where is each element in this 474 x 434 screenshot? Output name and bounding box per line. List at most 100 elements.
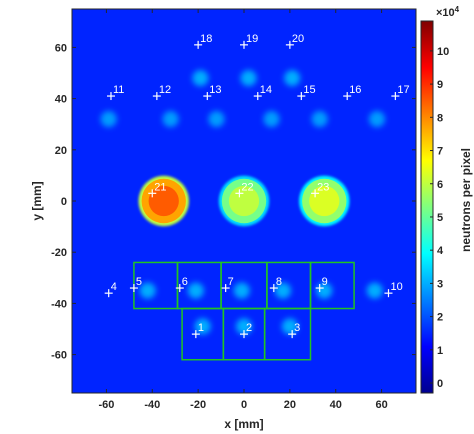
marker-label-23: 23 (317, 181, 329, 193)
colorbar-tick-label: 1 (437, 345, 443, 357)
marker-label-5: 5 (136, 276, 142, 288)
roi-box-5 (309, 261, 355, 310)
colorbar-tick-label: 0 (437, 378, 443, 390)
marker-10: 10 (384, 281, 403, 298)
y-tick-label: -20 (51, 247, 67, 259)
marker-18: 18 (194, 33, 212, 49)
marker-label-14: 14 (260, 84, 272, 96)
marker-7: 7 (221, 276, 234, 293)
y-tick-label: -40 (51, 298, 67, 310)
marker-20: 20 (285, 33, 304, 49)
x-tick-label: 40 (330, 399, 342, 411)
marker-label-9: 9 (322, 276, 328, 288)
marker-label-21: 21 (154, 181, 166, 193)
colorbar-label: neutrons per pixel (459, 148, 473, 252)
marker-label-15: 15 (303, 84, 315, 96)
spot-15 (368, 111, 386, 128)
spot-4 (274, 282, 292, 299)
roi-box-8 (263, 307, 312, 361)
marker-label-7: 7 (228, 276, 234, 288)
marker-16: 16 (343, 84, 361, 101)
marker-label-10: 10 (390, 281, 402, 293)
marker-label-4: 4 (111, 281, 117, 293)
marker-12: 12 (152, 84, 171, 101)
marker-19: 19 (240, 33, 258, 49)
y-tick-label: 60 (55, 42, 67, 54)
spot-7 (194, 318, 211, 335)
colorbar-tick-label: 9 (437, 79, 443, 91)
marker-label-2: 2 (246, 322, 252, 334)
colorbar-tick-label: 8 (437, 112, 443, 124)
spot-3 (233, 282, 250, 299)
marker-23: 23 (311, 181, 329, 198)
marker-label-19: 19 (246, 33, 258, 45)
spot-16 (192, 70, 209, 87)
x-tick-label: 0 (241, 399, 247, 411)
marker-14: 14 (253, 84, 272, 101)
marker-label-3: 3 (294, 322, 300, 334)
marker-label-8: 8 (276, 276, 282, 288)
colorbar-gradient (420, 20, 434, 394)
marker-11: 11 (106, 84, 124, 101)
marker-label-1: 1 (198, 322, 204, 334)
spot-10 (100, 111, 117, 128)
colorbar-tick-label: 3 (437, 278, 443, 290)
marker-label-18: 18 (200, 33, 212, 45)
colorbar-tick-label: 5 (437, 212, 443, 224)
colorbar-exponent: ×104 (436, 5, 460, 19)
marker-label-17: 17 (397, 84, 409, 96)
marker-17: 17 (391, 84, 410, 101)
axis-ticks: -60 -40 -20 0 20 40 60 -60 -40 -20 0 20 40 60 (51, 9, 416, 411)
colorbar-exponent-power: 4 (455, 5, 460, 14)
x-tick-label: -20 (190, 399, 206, 411)
spot-14 (311, 111, 328, 128)
marker-9: 9 (315, 276, 328, 293)
colorbar-tick-label: 2 (437, 312, 443, 324)
x-tick-label: -60 (98, 399, 114, 411)
colorbar-tick-label: 10 (437, 46, 449, 58)
colorbar-ticks: 0 1 2 3 4 5 6 7 8 9 10 (430, 46, 449, 390)
colorbar-tick-label: 7 (437, 146, 443, 158)
y-tick-label: 0 (61, 196, 67, 208)
colorbar-exponent-base: ×10 (436, 7, 455, 19)
spot-6 (366, 282, 383, 299)
marker-21: 21 (148, 181, 167, 198)
spot-2 (187, 282, 204, 299)
spot-13 (263, 111, 280, 128)
marker-label-22: 22 (241, 181, 253, 193)
marker-label-16: 16 (349, 84, 361, 96)
plot-frame (71, 8, 417, 394)
y-tick-label: 20 (55, 145, 67, 157)
marker-5: 5 (129, 276, 142, 293)
marker-label-11: 11 (113, 84, 124, 96)
marker-15: 15 (297, 84, 316, 101)
spot-9 (281, 318, 298, 335)
spot-8 (235, 318, 253, 335)
marker-6: 6 (175, 276, 188, 293)
marker-4: 4 (104, 281, 117, 298)
x-tick-label: -40 (144, 399, 160, 411)
marker-label-20: 20 (292, 33, 304, 45)
marker-22: 22 (235, 181, 254, 198)
spot-17 (240, 70, 257, 87)
colorbar-tick-label: 4 (437, 245, 444, 257)
x-axis-label: x [mm] (224, 417, 263, 431)
marker-label-6: 6 (182, 276, 188, 288)
marker-label-12: 12 (159, 84, 171, 96)
marker-1: 1 (191, 322, 204, 339)
x-tick-label: 20 (284, 399, 296, 411)
blob-1 (138, 175, 189, 227)
spot-12 (208, 111, 225, 128)
marker-label-13: 13 (209, 84, 221, 96)
y-axis-label: y [mm] (30, 181, 44, 220)
spot-11 (162, 111, 179, 128)
marker-13: 13 (203, 84, 222, 101)
blob-2 (218, 175, 270, 227)
spots-layer (100, 70, 386, 335)
marker-3: 3 (288, 322, 300, 339)
x-tick-label: 60 (375, 399, 387, 411)
y-tick-label: 40 (55, 94, 67, 106)
